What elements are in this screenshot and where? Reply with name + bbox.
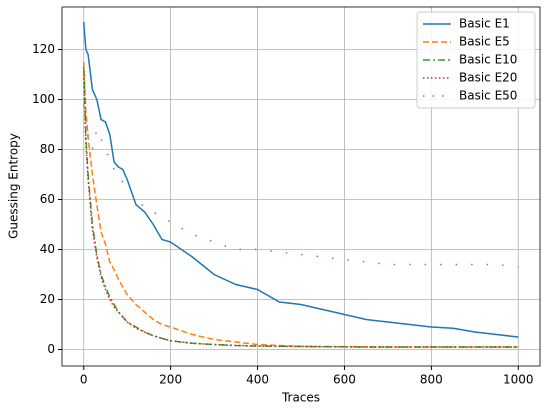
series-line: [82, 66, 519, 348]
legend-box: [416, 11, 536, 109]
series-line: [82, 21, 519, 338]
y-tick-label: 20: [40, 292, 55, 306]
x-tick-label: 0: [80, 373, 88, 387]
x-axis-label: Traces: [281, 391, 320, 405]
plot-frame: [61, 6, 541, 367]
y-tick-label: 100: [32, 92, 55, 106]
legend-label: Basic E1: [459, 17, 510, 31]
legend-label: Basic E5: [459, 35, 510, 49]
y-tick-label: 80: [40, 142, 55, 156]
x-tick-label: 400: [246, 373, 269, 387]
legend-label: Basic E50: [459, 89, 517, 103]
series-line: [82, 74, 519, 348]
y-tick-label: 40: [40, 242, 55, 256]
series-line: [82, 104, 519, 268]
series-line: [82, 61, 519, 348]
y-tick-label: 120: [32, 42, 55, 56]
y-tick-label: 0: [47, 342, 55, 356]
x-tick-label: 800: [420, 373, 443, 387]
x-tick-label: 200: [159, 373, 182, 387]
y-tick-label: 60: [40, 192, 55, 206]
legend-label: Basic E20: [459, 71, 517, 85]
y-axis-label: Guessing Entropy: [7, 133, 21, 239]
x-tick-label: 1000: [503, 373, 534, 387]
x-tick-label: 600: [333, 373, 356, 387]
legend-label: Basic E10: [459, 53, 517, 67]
